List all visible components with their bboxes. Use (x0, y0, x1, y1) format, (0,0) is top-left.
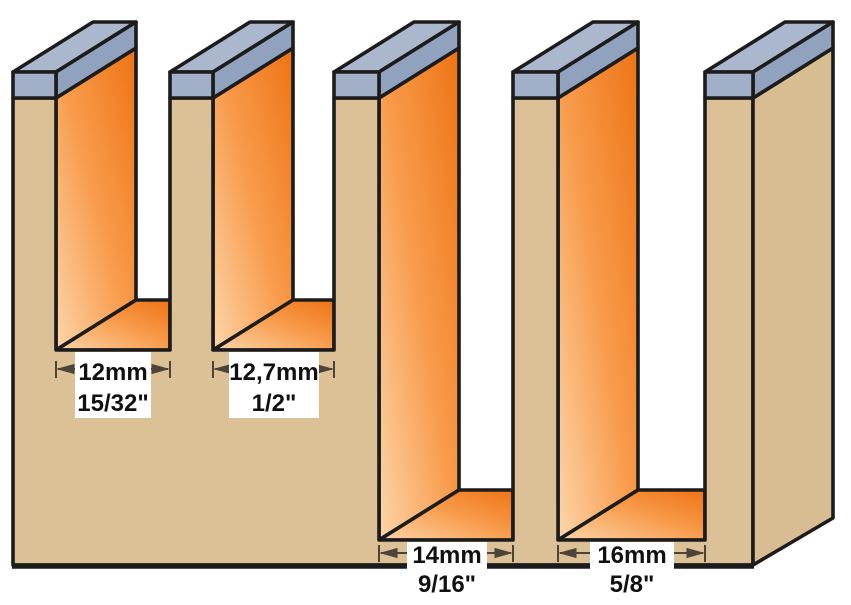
finger-5-cap-front-face (703, 70, 755, 100)
slot-4-dimension: 16mm 5/8" (557, 542, 706, 599)
slot-1-dim-arrow-left (56, 363, 75, 375)
finger-4-cap (511, 20, 640, 100)
slot-4-label-imperial: 5/8" (610, 571, 655, 598)
slot-4-dim-arrow-left (558, 547, 577, 559)
slot-3-left-wall (377, 46, 461, 542)
slot-3-dim-arrow-left (379, 547, 398, 559)
slot-3-dim-arrow-right (494, 547, 513, 559)
finger-4-cap-front-face (511, 70, 560, 100)
slot-2-label-box (229, 352, 319, 418)
finger-3-cap (332, 20, 461, 100)
slot-2-label-metric: 12,7mm (229, 359, 318, 386)
board-right-side-face (751, 46, 835, 567)
finger-2-cap-front-face (168, 70, 215, 100)
slot-1-dim-arrow-right (151, 363, 170, 375)
slot-1-label-imperial: 15/32" (77, 390, 148, 417)
slot-4-left-wall (556, 46, 640, 542)
slot-3-label-imperial: 9/16" (418, 571, 476, 598)
finger-2-cap (168, 20, 295, 100)
slot-1-left-wall (54, 46, 138, 352)
slot-2-label-imperial: 1/2" (252, 390, 297, 417)
slot-3-label-metric: 14mm (412, 542, 481, 569)
slot-3-dimension: 14mm 9/16" (378, 542, 514, 599)
slot-3-label-box (407, 542, 487, 599)
slot-1-label-box (75, 352, 151, 418)
slot-4-label-box (590, 542, 674, 599)
finger-5-cap (703, 20, 835, 100)
slot-4-dim-arrow-right (686, 547, 705, 559)
finger-1-cap-front-face (11, 70, 58, 100)
slot-1-label-metric: 12mm (78, 359, 147, 386)
slot-4-label-metric: 16mm (597, 542, 666, 569)
finger-3-cap-front-face (332, 70, 381, 100)
slot-2-dimension: 12,7mm 1/2" (212, 352, 335, 418)
slot-1-dimension: 12mm 15/32" (55, 352, 171, 418)
finger-1-cap (11, 20, 138, 100)
slot-2-left-wall (211, 46, 295, 352)
